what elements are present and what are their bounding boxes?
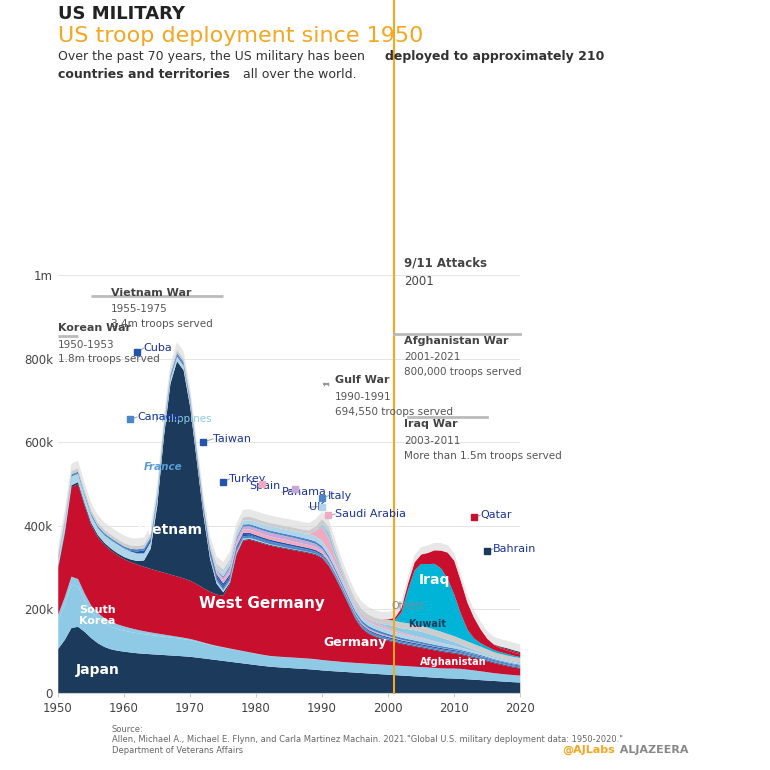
Text: Italy: Italy (328, 490, 353, 500)
Text: Saudi Arabia: Saudi Arabia (335, 509, 406, 519)
Text: Panama: Panama (282, 487, 327, 497)
Text: ALJAZEERA: ALJAZEERA (612, 745, 688, 755)
Text: Iraq: Iraq (418, 573, 450, 588)
Text: deployed to approximately 210: deployed to approximately 210 (385, 50, 604, 63)
Text: Germany: Germany (323, 636, 387, 649)
Text: 1.8m troops served: 1.8m troops served (58, 354, 159, 364)
Text: Iraq War: Iraq War (404, 419, 458, 429)
Text: Afghanistan War: Afghanistan War (404, 336, 509, 346)
Text: Korean War: Korean War (58, 323, 131, 333)
Text: 1990-1991: 1990-1991 (335, 392, 392, 402)
Text: US MILITARY: US MILITARY (58, 5, 185, 23)
Text: West Germany: West Germany (199, 596, 325, 611)
Text: countries and territories: countries and territories (58, 68, 229, 81)
Text: 1955-1975: 1955-1975 (111, 304, 167, 314)
Text: Bahrain: Bahrain (494, 544, 537, 554)
Text: 800,000 troops served: 800,000 troops served (404, 367, 522, 377)
Text: 3.4m troops served: 3.4m troops served (111, 319, 213, 329)
Text: @AJLabs: @AJLabs (562, 745, 615, 755)
Text: Others: Others (391, 601, 424, 611)
Text: Japan: Japan (75, 663, 119, 677)
Text: France: France (144, 462, 182, 472)
Text: Afghanistan: Afghanistan (420, 657, 487, 667)
Text: 2001-2021: 2001-2021 (404, 353, 460, 363)
Text: Over the past 70 years, the US military has been: Over the past 70 years, the US military … (58, 50, 369, 63)
Text: Cuba: Cuba (143, 343, 172, 353)
Text: Canada: Canada (137, 412, 179, 422)
Text: Vietnam War: Vietnam War (111, 287, 191, 297)
Text: Qatar: Qatar (480, 511, 511, 521)
Text: Source:
Allen, Michael A., Michael E. Flynn, and Carla Martinez Machain. 2021."G: Source: Allen, Michael A., Michael E. Fl… (112, 725, 623, 755)
Text: Spain: Spain (249, 481, 280, 491)
Text: More than 1.5m troops served: More than 1.5m troops served (404, 450, 562, 460)
Text: Vietnam: Vietnam (138, 523, 203, 537)
Text: all over the world.: all over the world. (239, 68, 357, 81)
Text: Philippines: Philippines (155, 414, 212, 424)
Text: Gulf War: Gulf War (335, 375, 390, 385)
Text: cc: cc (76, 738, 85, 748)
Text: 2003-2011: 2003-2011 (404, 436, 460, 446)
Text: 9/11 Attacks: 9/11 Attacks (404, 256, 487, 270)
Text: Turkey: Turkey (229, 474, 266, 484)
Text: Kuwait: Kuwait (408, 619, 447, 629)
Text: US troop deployment since 1950: US troop deployment since 1950 (58, 26, 424, 46)
Text: Taiwan: Taiwan (213, 434, 251, 444)
Text: UK: UK (309, 502, 324, 512)
Text: South
Korea: South Korea (79, 605, 116, 627)
Text: 694,550 troops served: 694,550 troops served (335, 407, 453, 417)
Text: 2001: 2001 (404, 275, 434, 288)
Text: 1950-1953: 1950-1953 (58, 340, 115, 350)
